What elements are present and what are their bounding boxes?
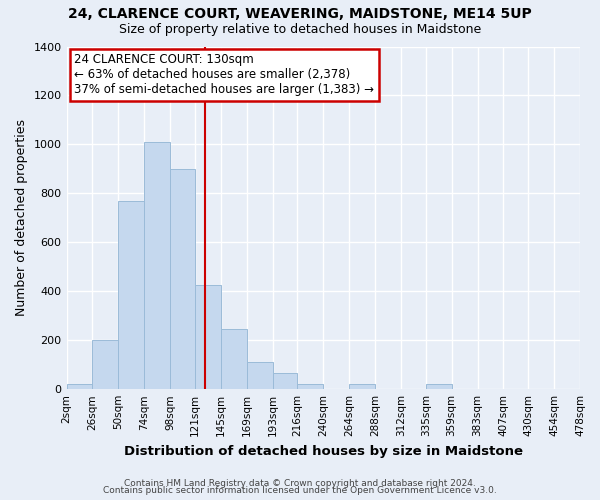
- Bar: [144, 142, 170, 389]
- Bar: [221, 329, 247, 389]
- Bar: [298, 384, 323, 389]
- Bar: [195, 285, 221, 389]
- Text: 24 CLARENCE COURT: 130sqm
← 63% of detached houses are smaller (2,378)
37% of se: 24 CLARENCE COURT: 130sqm ← 63% of detac…: [74, 54, 374, 96]
- Text: Contains public sector information licensed under the Open Government Licence v3: Contains public sector information licen…: [103, 486, 497, 495]
- X-axis label: Distribution of detached houses by size in Maidstone: Distribution of detached houses by size …: [124, 444, 523, 458]
- Text: Size of property relative to detached houses in Maidstone: Size of property relative to detached ho…: [119, 22, 481, 36]
- Bar: [118, 200, 144, 389]
- Bar: [170, 169, 195, 389]
- Bar: [349, 384, 375, 389]
- Bar: [247, 362, 272, 389]
- Bar: [426, 384, 452, 389]
- Text: Contains HM Land Registry data © Crown copyright and database right 2024.: Contains HM Land Registry data © Crown c…: [124, 478, 476, 488]
- Bar: [67, 384, 92, 389]
- Bar: [272, 374, 298, 389]
- Bar: [92, 340, 118, 389]
- Text: 24, CLARENCE COURT, WEAVERING, MAIDSTONE, ME14 5UP: 24, CLARENCE COURT, WEAVERING, MAIDSTONE…: [68, 8, 532, 22]
- Y-axis label: Number of detached properties: Number of detached properties: [15, 120, 28, 316]
